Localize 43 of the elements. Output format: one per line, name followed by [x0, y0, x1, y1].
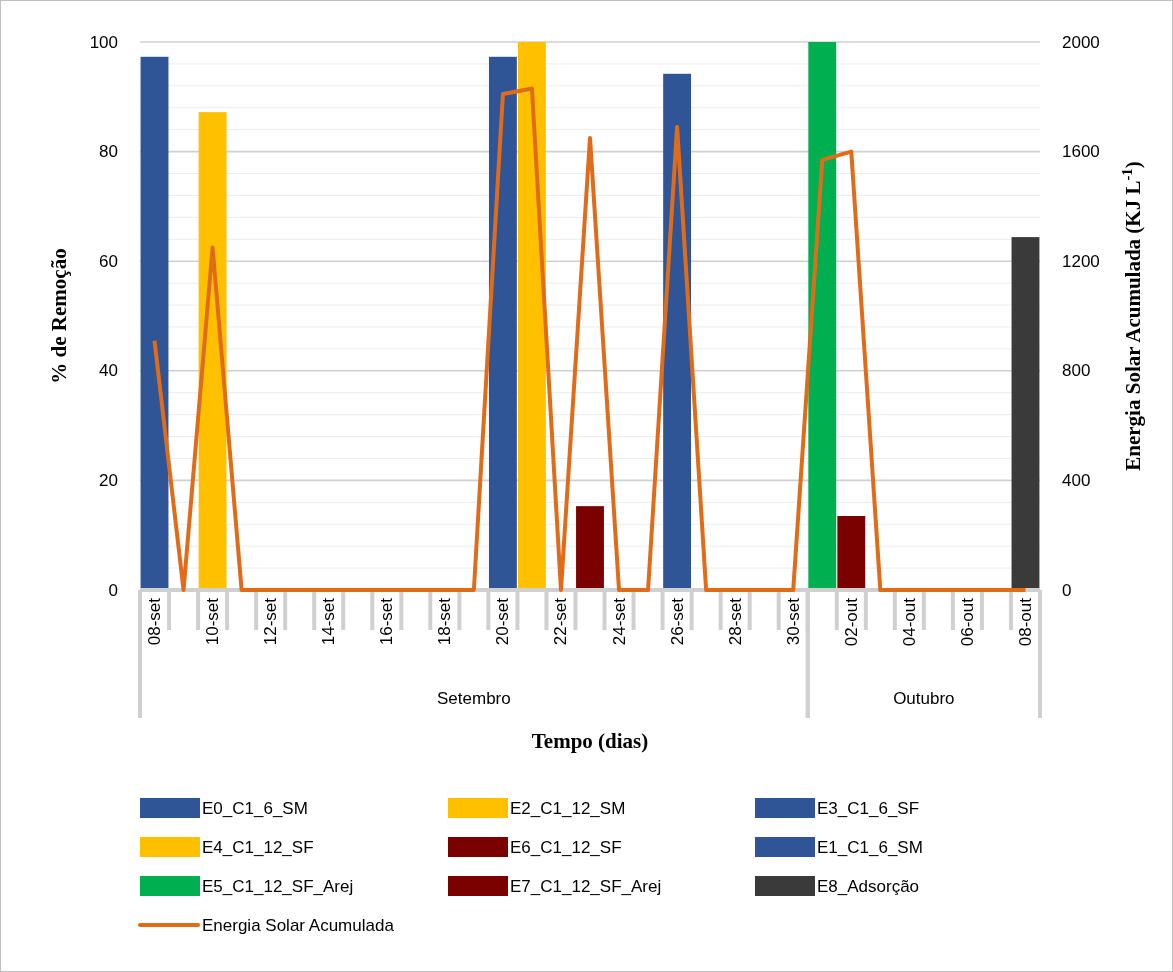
x-axis-title: Tempo (dias)	[531, 729, 649, 753]
line-series	[152, 86, 1028, 592]
legend-label: E0_C1_6_SM	[202, 798, 308, 818]
x-tick-label: 18-set	[435, 597, 455, 646]
y-tick-label: 20	[99, 470, 118, 490]
y-axis-title: % de Remoção	[47, 248, 71, 384]
x-tick-label: 14-set	[319, 597, 339, 646]
y-tick-label: 0	[108, 580, 118, 600]
y2-tick-label: 1200	[1062, 251, 1100, 271]
legend-label: E3_C1_6_SF	[817, 798, 920, 818]
x-tick-label: 04-out	[899, 597, 919, 647]
x-tick-label: 08-out	[1015, 597, 1035, 647]
legend-label: E8_Adsorção	[817, 876, 920, 896]
y2-tick-label: 800	[1062, 361, 1091, 381]
x-tick-label: 02-out	[841, 597, 861, 647]
x-tick-label: 16-set	[377, 597, 397, 646]
y2-tick-label: 2000	[1062, 32, 1100, 52]
y-tick-label: 60	[99, 251, 118, 271]
x-tick-label: 22-set	[551, 597, 571, 646]
y-tick-label: 80	[99, 142, 118, 162]
x-tick-label: 10-set	[203, 597, 223, 646]
legend-label: E2_C1_12_SM	[510, 798, 626, 818]
y2-tick-label: 1600	[1062, 142, 1100, 162]
x-tick-label: 28-set	[725, 597, 745, 646]
text: Setembro	[437, 689, 511, 708]
legend-label: E1_C1_6_SM	[817, 837, 923, 857]
legend-label: Energia Solar Acumulada	[202, 915, 395, 935]
y-tick-label: 40	[99, 361, 118, 381]
x-tick-label: 20-set	[493, 597, 513, 646]
x-tick-label: 08-set	[145, 597, 165, 646]
x-tick-label: 26-set	[667, 597, 687, 646]
x-tick-label: 06-out	[957, 597, 977, 647]
x-tick-label: 12-set	[261, 597, 281, 646]
x-tick-label: 30-set	[783, 597, 803, 646]
text: Outubro	[893, 689, 955, 708]
legend-label: E4_C1_12_SF	[202, 837, 314, 857]
y2-tick-label: 400	[1062, 470, 1091, 490]
y-tick-label: 100	[89, 32, 118, 52]
legend-label: E6_C1_12_SF	[510, 837, 622, 857]
x-tick-label: 24-set	[609, 597, 629, 646]
y2-tick-label: 0	[1062, 580, 1072, 600]
legend-label: E7_C1_12_SF_Arej	[510, 876, 662, 896]
legend-label: E5_C1_12_SF_Arej	[202, 876, 354, 896]
